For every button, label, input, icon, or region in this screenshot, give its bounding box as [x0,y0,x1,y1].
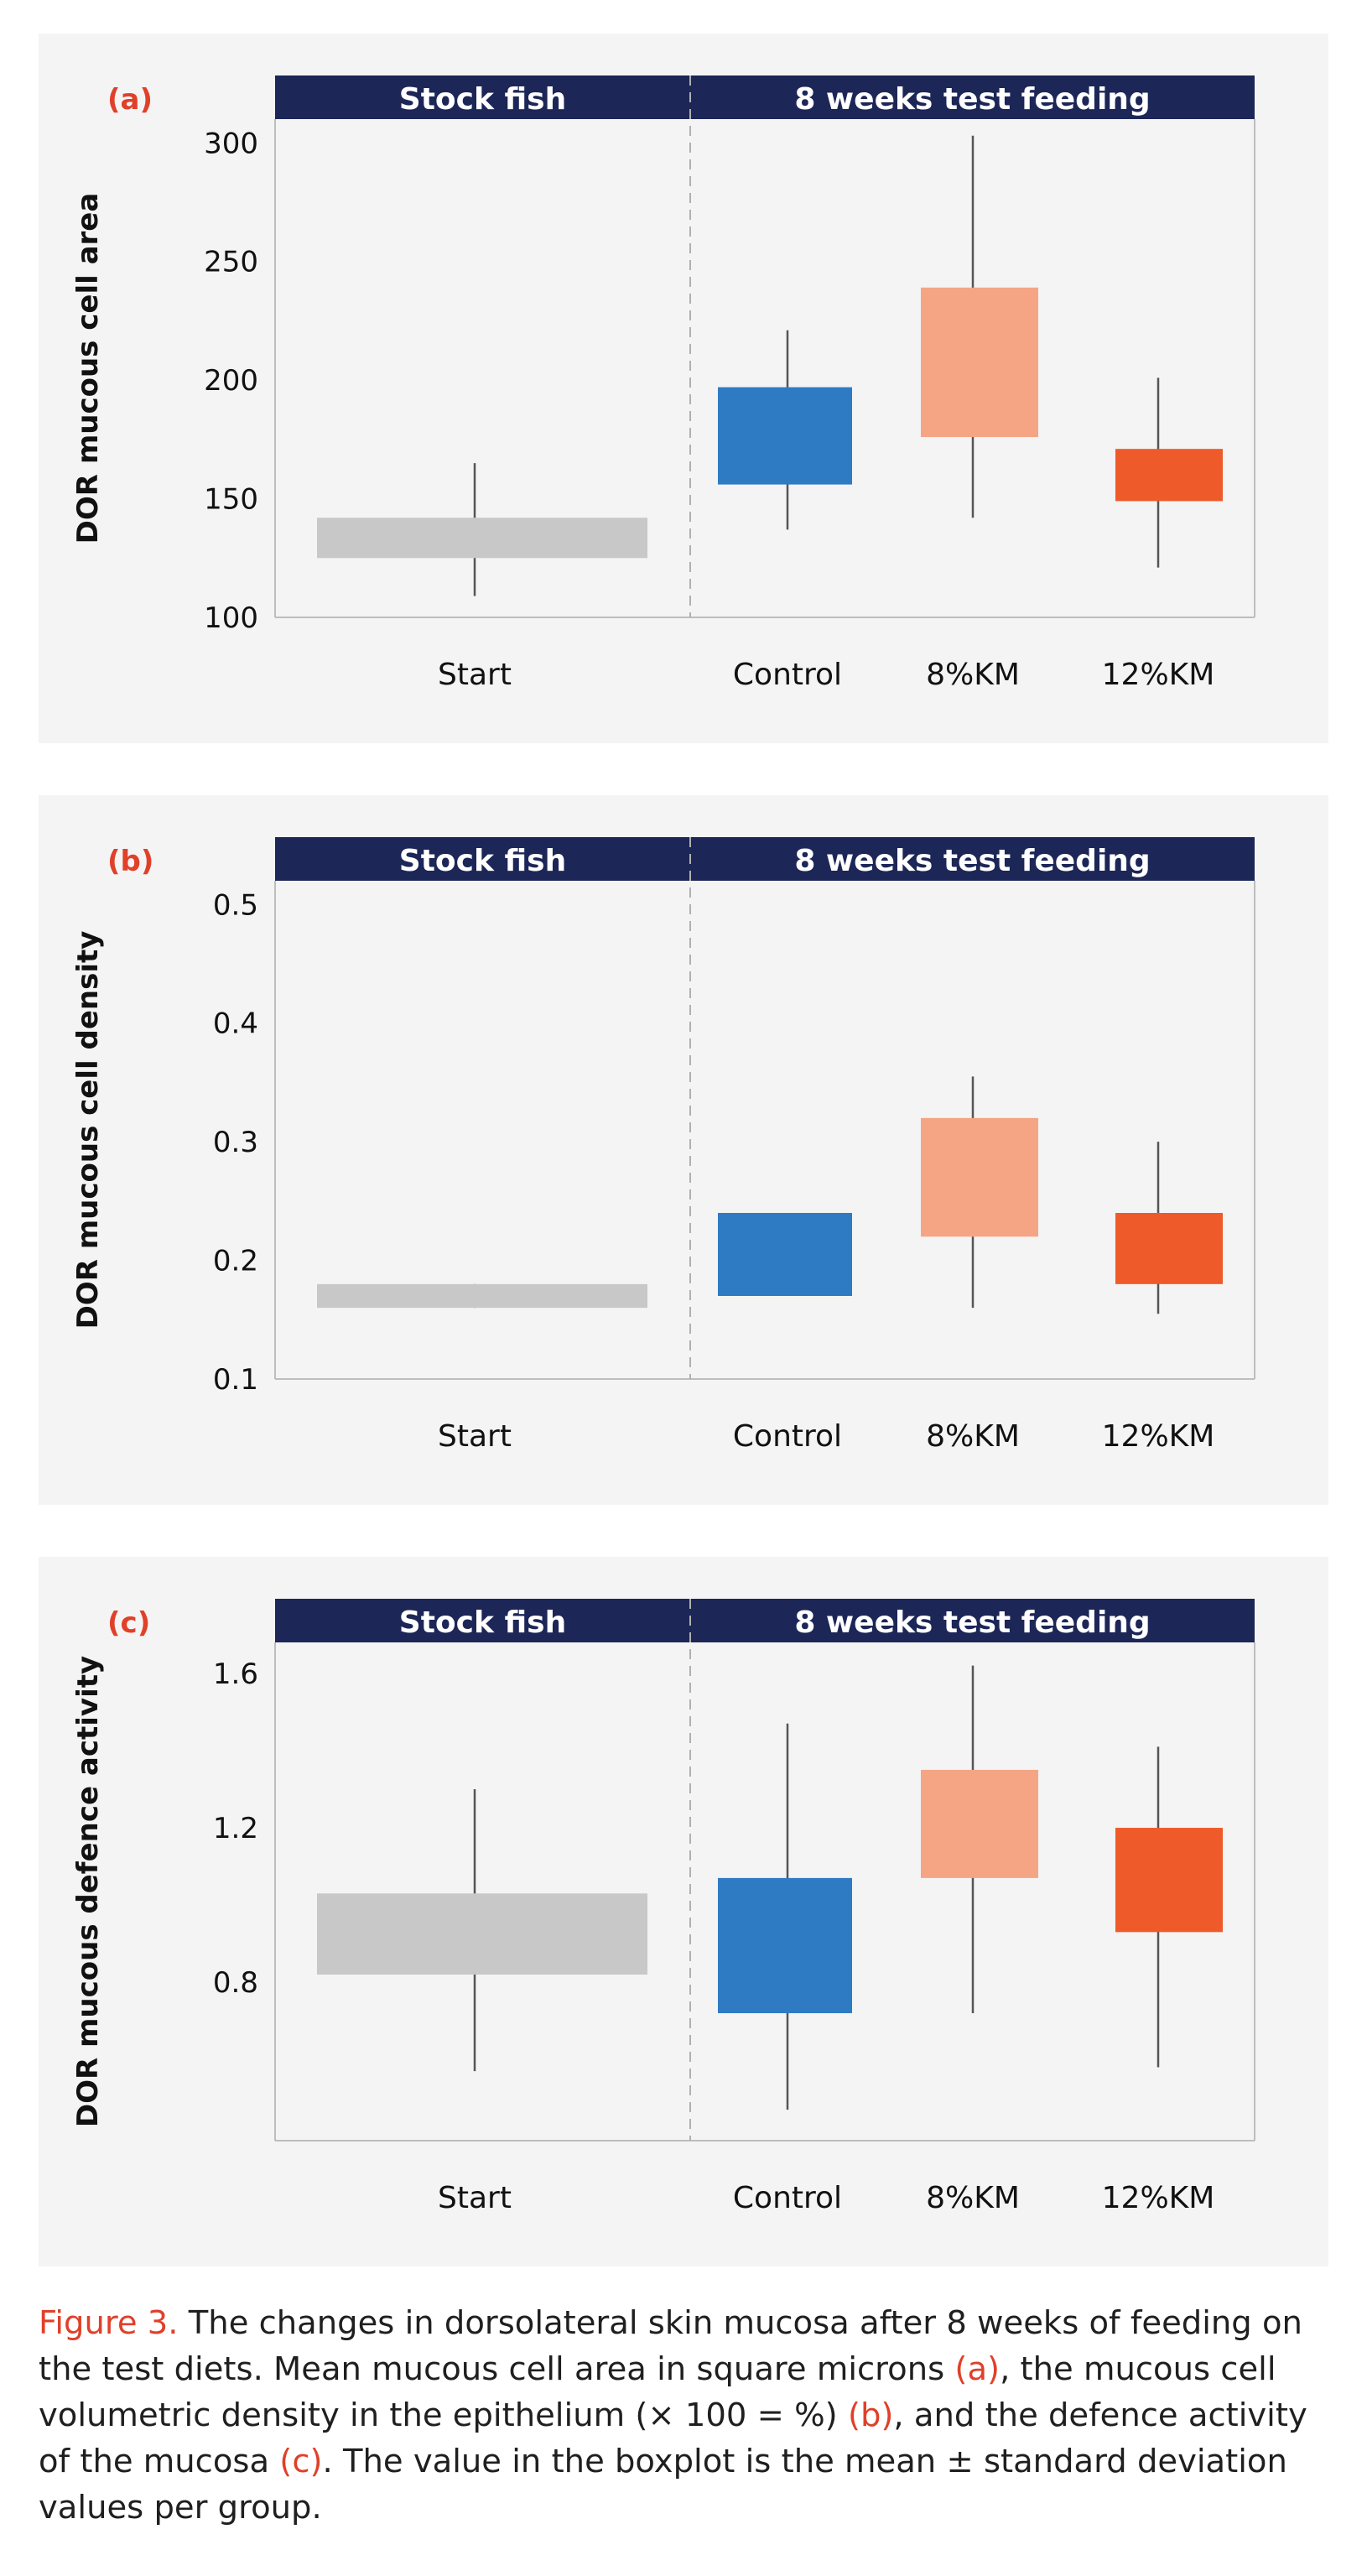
y-tick-label: 100 [204,601,258,635]
panel-label: (a) [107,83,153,117]
x-tick-label-12pctkm: 12%KM [1102,658,1215,692]
box-12pctkm [1115,1828,1223,1933]
y-tick-label: 0.8 [213,1966,258,2000]
y-tick-label: 300 [204,127,258,160]
y-tick-label: 150 [204,483,258,517]
caption-ref-b: (b) [847,2396,894,2434]
y-tick-label: 1.2 [213,1812,258,1845]
header-bar [275,75,1255,119]
x-tick-label-start: Start [438,2181,512,2215]
x-tick-label-12pctkm: 12%KM [1102,1419,1215,1454]
y-tick-label: 1.6 [213,1657,258,1691]
y-tick-label: 0.2 [213,1245,258,1278]
figure-caption: Figure 3. The changes in dorsolateral sk… [39,2300,1347,2531]
x-tick-label-8pctkm: 8%KM [926,1419,1020,1454]
header-left-label: Stock fish [399,1605,566,1640]
caption-ref-c: (c) [279,2443,323,2480]
box-control [718,387,852,485]
panel-label: (b) [107,845,153,878]
chart-panel-b: Stock fish 8 weeks test feeding (b) DOR muc… [39,795,1328,1505]
y-tick-label: 0.3 [213,1126,258,1159]
header-right-label: 8 weeks test feeding [794,844,1150,878]
caption-text-2: , the mucous cell volumetric density in … [39,2350,1276,2434]
y-axis-label: DOR mucous cell density [71,931,105,1330]
header-left-label: Stock fish [399,82,566,117]
x-tick-label-control: Control [733,1419,842,1454]
box-control [718,1877,852,2014]
box-8pctkm [921,1769,1038,1878]
box-8pctkm [921,1117,1038,1237]
header-right-label: 8 weeks test feeding [794,82,1150,117]
caption-figure-label: Figure 3. [39,2304,179,2342]
x-tick-label-8pctkm: 8%KM [926,658,1020,692]
box-control [718,1213,852,1296]
caption-text-3: , and the defence activity of the mucosa [39,2396,1307,2480]
y-tick-label: 200 [204,364,258,398]
header-bar [275,837,1255,881]
panel-label: (c) [107,1606,150,1640]
chart-panel-c: Stock fish 8 weeks test feeding (c) DOR muc… [39,1557,1328,2266]
box-12pctkm [1115,1213,1223,1284]
y-tick-label: 0.1 [213,1363,258,1397]
chart-svg-b: Stock fish 8 weeks test feeding (b) DOR muc… [71,837,1255,1454]
header-left-label: Stock fish [399,844,566,878]
box-12pctkm [1115,449,1223,502]
y-tick-label: 250 [204,246,258,279]
chart-svg-c: Stock fish 8 weeks test feeding (c)DOR muc… [71,1599,1255,2215]
caption-text-1: The changes in dorsolateral skin mucosa … [39,2304,1302,2388]
header-right-label: 8 weeks test feeding [794,1605,1150,1640]
x-tick-label-12pctkm: 12%KM [1102,2181,1215,2215]
box-start [317,518,647,559]
x-tick-label-control: Control [733,658,842,692]
chart-svg-a: Stock fish 8 weeks test feeding (a) DOR muc… [71,75,1255,692]
caption-text-4: . The value in the boxplot is the mean ±… [39,2443,1287,2527]
y-tick-label: 0.4 [213,1007,258,1041]
x-tick-label-start: Start [438,658,512,692]
y-tick-label: 0.5 [213,888,258,922]
box-8pctkm [921,287,1038,438]
chart-panel-a: Stock fish 8 weeks test feeding (a) DOR muc… [39,34,1328,743]
header-bar [275,1599,1255,1642]
x-tick-label-control: Control [733,2181,842,2215]
caption-ref-a: (a) [954,2350,1001,2388]
y-axis-label: DOR mucous defence activity [71,1656,105,2127]
box-start [317,1283,647,1309]
x-tick-label-start: Start [438,1419,512,1454]
box-start [317,1893,647,1975]
y-axis-label: DOR mucous cell area [71,193,105,544]
x-tick-label-8pctkm: 8%KM [926,2181,1020,2215]
